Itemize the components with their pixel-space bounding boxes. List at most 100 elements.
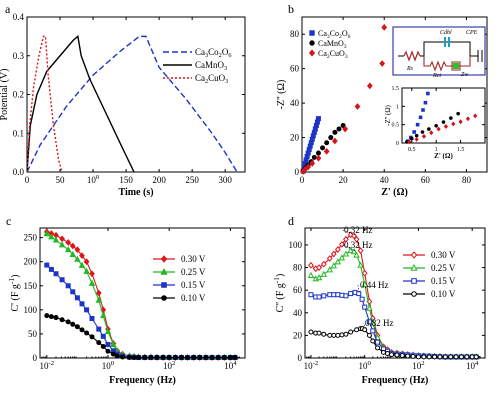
data-point xyxy=(315,116,321,122)
data-point xyxy=(227,355,233,361)
warburg-element xyxy=(453,63,459,69)
data-point xyxy=(328,135,334,141)
y-tick-label: 0.1 xyxy=(13,128,24,138)
data-point xyxy=(65,239,72,246)
legend-label: 0.25 V xyxy=(181,267,206,277)
data-point xyxy=(53,271,59,277)
data-point xyxy=(84,330,90,336)
legend-label: 0.30 V xyxy=(431,250,456,260)
panel-d: 10-2 100 102 104 0 20 40 60 80 100 Frequency (Hz) C… xyxy=(272,214,486,386)
data-point xyxy=(348,291,354,297)
data-point xyxy=(320,145,326,151)
data-point xyxy=(100,343,106,349)
data-point xyxy=(311,154,317,160)
data-point xyxy=(64,245,72,253)
data-point xyxy=(320,260,327,268)
x-tick-label: 1 xyxy=(435,147,438,153)
inset-data-point xyxy=(473,113,478,119)
inset-data-point xyxy=(420,130,425,134)
data-point xyxy=(70,289,76,295)
data-point xyxy=(353,235,360,243)
data-point xyxy=(136,355,142,361)
y-tick-label: 60 xyxy=(293,285,303,295)
circuit-label-rs: Rs xyxy=(406,66,414,72)
annotation-label: 0.44 Hz xyxy=(360,280,389,290)
x-axis-label: Frequency (Hz) xyxy=(109,375,176,386)
series-line xyxy=(27,35,238,172)
x-tick-label: 300 xyxy=(218,175,232,185)
series-line xyxy=(46,264,240,358)
y-axis-label: C' (F g-1) xyxy=(7,275,21,312)
data-point xyxy=(131,355,137,361)
y-tick-label: 100 xyxy=(289,240,303,250)
data-point xyxy=(172,355,178,361)
panel-a: 0 50 100 150 200 250 300 0.0 0.1 0.2 0.3 0.4 Time (s… xyxy=(0,2,246,198)
inset-data-point xyxy=(436,126,441,132)
data-point xyxy=(326,266,333,273)
data-point xyxy=(336,126,342,132)
data-point xyxy=(339,332,345,338)
y-tick-label: 1.5 xyxy=(392,86,400,92)
data-point xyxy=(52,236,60,243)
data-point xyxy=(315,150,321,156)
data-point xyxy=(308,329,314,335)
data-point xyxy=(96,340,102,346)
x-tick-label: 10-2 xyxy=(304,360,319,371)
data-point xyxy=(343,235,349,243)
data-point xyxy=(74,324,80,330)
inset-data-point xyxy=(458,119,463,125)
annotation-label: 0.32 Hz xyxy=(344,240,373,250)
data-point xyxy=(320,270,328,277)
data-point xyxy=(356,291,362,297)
y-tick-label: 40 xyxy=(293,308,303,318)
data-point xyxy=(79,252,85,260)
equivalent-circuit: Cdbl CPE Rs Rct Zw xyxy=(392,26,486,79)
data-point xyxy=(185,355,191,361)
data-point xyxy=(178,355,184,361)
data-point xyxy=(442,354,448,360)
x-tick-label: 100 xyxy=(359,360,372,371)
x-tick-label: 60 xyxy=(421,175,431,185)
data-point xyxy=(309,160,316,167)
legend-marker xyxy=(411,291,417,297)
y-tick-label: 20 xyxy=(293,330,303,340)
data-point xyxy=(350,248,358,255)
inset-data-point xyxy=(456,111,460,116)
data-point xyxy=(347,246,354,254)
data-point xyxy=(308,292,314,298)
data-point xyxy=(366,82,373,90)
resistor-rct xyxy=(423,56,471,72)
x-tick-label: 100 xyxy=(102,360,115,371)
data-point xyxy=(104,327,112,335)
data-point xyxy=(191,355,197,361)
x-tick-label: 0 xyxy=(300,175,305,185)
data-point xyxy=(70,321,76,327)
data-point xyxy=(339,292,345,298)
plot-frame xyxy=(301,16,488,173)
x-tick-label: 0 xyxy=(25,175,30,185)
data-point xyxy=(65,283,71,289)
x-tick-label: 10-2 xyxy=(39,360,54,371)
data-point xyxy=(126,355,132,361)
data-point xyxy=(79,327,85,333)
data-point xyxy=(316,264,322,271)
data-point xyxy=(160,355,166,361)
data-point xyxy=(389,352,395,358)
data-point xyxy=(342,125,349,133)
inset-data-point xyxy=(443,124,449,129)
data-point xyxy=(83,258,90,266)
data-point xyxy=(321,331,327,337)
data-point xyxy=(354,327,360,333)
legend-label: CaMnO3 xyxy=(318,39,347,50)
inset-data-point xyxy=(429,130,434,136)
inset-background xyxy=(402,88,485,143)
y-tick-label: 0 xyxy=(295,167,300,177)
inset-data-point xyxy=(407,139,412,145)
inset-data-point xyxy=(412,130,417,134)
data-point xyxy=(343,331,349,337)
annotation-leader xyxy=(341,229,356,236)
y-tick-label: 0.5 xyxy=(392,123,400,129)
x-tick-label: 102 xyxy=(163,360,175,371)
data-point xyxy=(357,247,364,254)
resistor-rs xyxy=(403,50,421,62)
